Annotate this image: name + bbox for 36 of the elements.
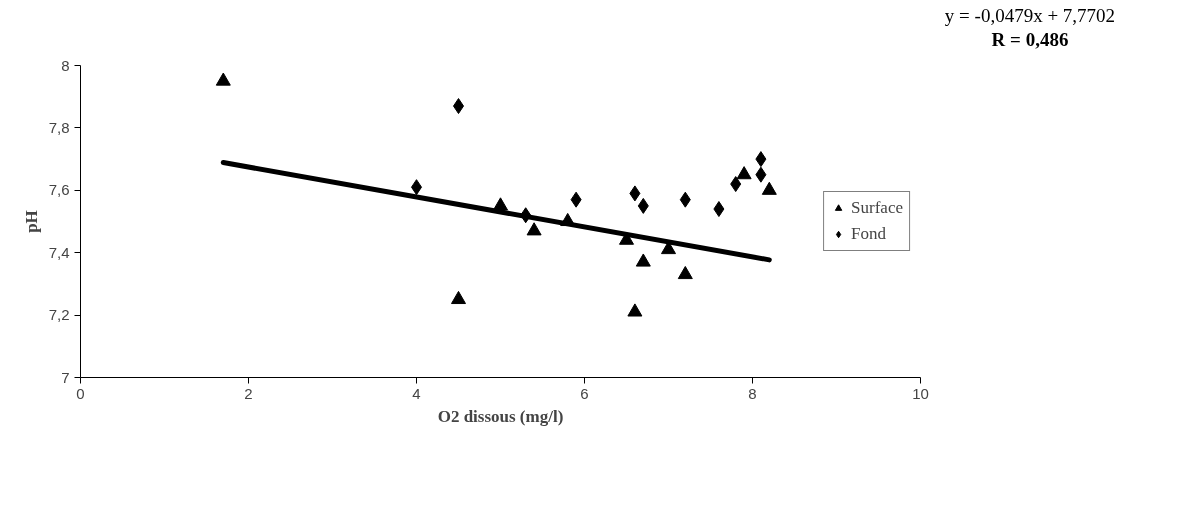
- point: [627, 303, 643, 317]
- legend-label: Fond: [851, 224, 887, 244]
- y-tick-label: 8: [61, 56, 70, 74]
- x-tick-label: 8: [748, 384, 757, 402]
- point: [736, 166, 752, 180]
- point: [560, 212, 576, 227]
- y-tick-label: 7,2: [48, 306, 70, 324]
- x-axis-title: O2 dissous (mg/l): [437, 406, 564, 426]
- point: [637, 197, 649, 214]
- x-tick-label: 4: [412, 384, 421, 402]
- x-tick-label: 2: [244, 384, 253, 402]
- point: [755, 151, 767, 168]
- y-tick-label: 7,6: [48, 181, 70, 199]
- point: [713, 201, 725, 218]
- text: y = -0,0479x + 7,7702: [944, 4, 1116, 28]
- point: [493, 197, 508, 211]
- point: [679, 191, 691, 208]
- point: [755, 166, 767, 183]
- point: [629, 185, 641, 202]
- text: R = 0,486: [991, 28, 1069, 52]
- point: [761, 181, 777, 195]
- point: [635, 253, 651, 267]
- y-axis-title: pH: [21, 210, 41, 233]
- point: [570, 191, 582, 208]
- x-tick-label: 0: [76, 384, 85, 402]
- point: [526, 222, 542, 236]
- point: [677, 265, 693, 280]
- point: [520, 207, 532, 224]
- y-tick-label: 7,4: [48, 243, 70, 261]
- x-tick-label: 6: [580, 384, 589, 402]
- legend-label: Surface: [851, 198, 903, 218]
- x-tick-label: 10: [912, 384, 929, 402]
- y-tick-label: 7: [61, 368, 70, 386]
- point: [730, 176, 742, 193]
- point: [451, 290, 466, 305]
- y-tick-label: 7,8: [48, 118, 70, 136]
